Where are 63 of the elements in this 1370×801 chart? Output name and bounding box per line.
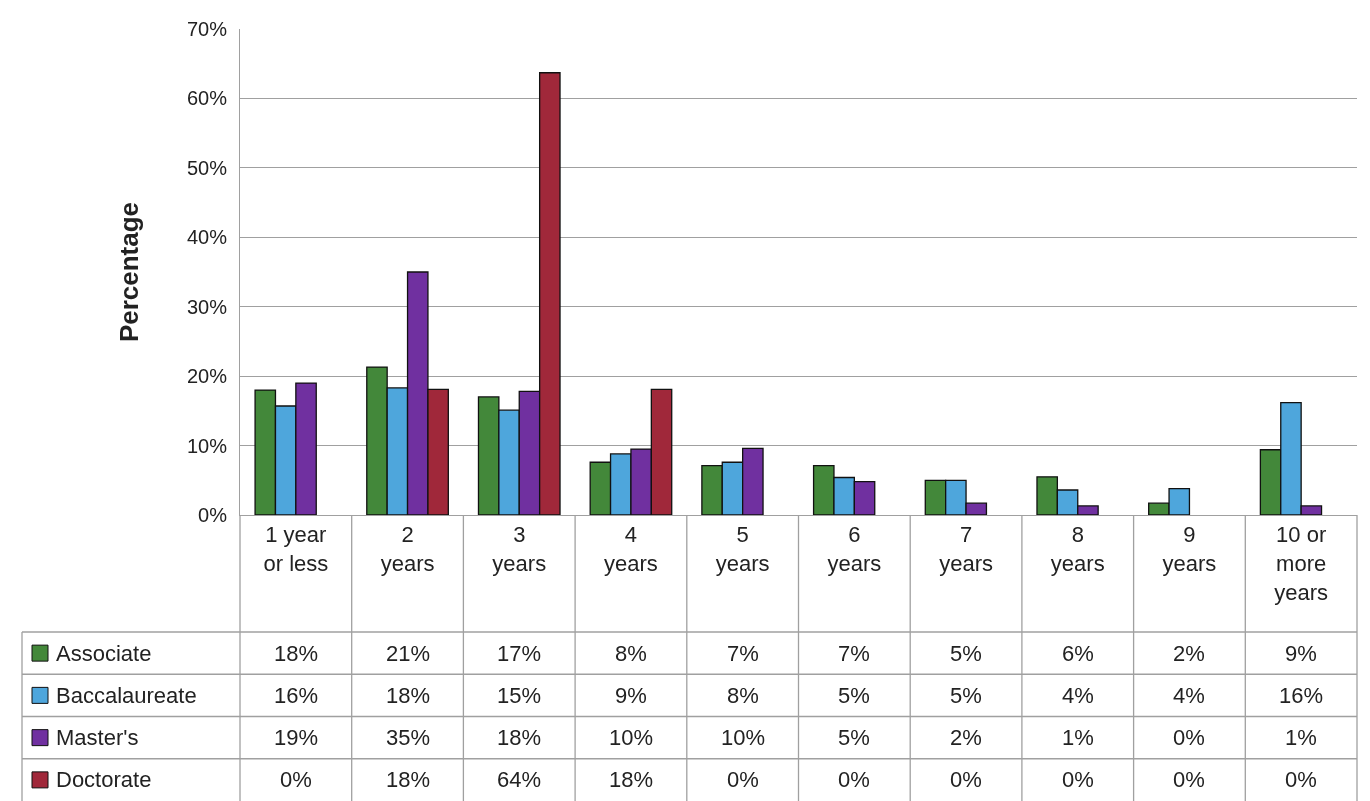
- x-tick-label: 9 years: [1162, 522, 1217, 576]
- x-tick-label: 5 years: [715, 522, 770, 576]
- y-tick-label: 30%: [186, 295, 228, 318]
- data-label: 19%: [274, 725, 319, 750]
- data-label: 7%: [727, 641, 759, 666]
- data-label: 5%: [838, 725, 870, 750]
- data-label: 16%: [1279, 683, 1324, 708]
- x-tick-label: 7 years: [939, 522, 993, 576]
- data-label: 7%: [838, 641, 870, 666]
- data-label: 1%: [1062, 725, 1094, 750]
- data-label: 8%: [727, 683, 759, 708]
- data-label: 10%: [721, 725, 766, 750]
- y-axis-title: Percentage: [114, 201, 145, 343]
- y-tick-label: 70%: [186, 18, 228, 40]
- data-label: 2%: [1173, 641, 1205, 666]
- data-label: 1%: [1285, 725, 1317, 750]
- data-label: 0%: [1285, 767, 1317, 792]
- data-label: 0%: [950, 767, 982, 792]
- data-label: 17%: [497, 641, 542, 666]
- y-tick-label: 50%: [186, 156, 228, 179]
- data-label: 0%: [1062, 767, 1094, 792]
- data-label: 18%: [609, 767, 654, 792]
- data-label: 0%: [1173, 767, 1205, 792]
- data-label: 16%: [274, 683, 319, 708]
- data-label: 18%: [497, 725, 542, 750]
- data-label: 21%: [386, 641, 431, 666]
- data-label: 18%: [386, 767, 431, 792]
- x-tick-label: 10 or more years: [1274, 522, 1329, 605]
- data-label: 35%: [386, 725, 431, 750]
- data-label: 0%: [727, 767, 759, 792]
- data-label: 0%: [838, 767, 870, 792]
- legend-label: Doctorate: [56, 767, 152, 792]
- y-tick-label: 20%: [186, 365, 228, 388]
- legend-label: Master's: [56, 725, 139, 750]
- data-label: 0%: [280, 767, 312, 792]
- data-label: 9%: [1285, 641, 1317, 666]
- data-label: 18%: [386, 683, 431, 708]
- data-label: 5%: [950, 641, 982, 666]
- data-label: 6%: [1062, 641, 1094, 666]
- data-label: 10%: [609, 725, 654, 750]
- y-tick-label: 10%: [186, 434, 228, 457]
- x-tick-label: 1 year or less: [263, 522, 329, 576]
- data-label: 9%: [615, 683, 647, 708]
- y-tick-label: 60%: [186, 87, 228, 110]
- data-label: 64%: [497, 767, 542, 792]
- data-label: 15%: [497, 683, 542, 708]
- data-label: 8%: [615, 641, 647, 666]
- data-label: 18%: [274, 641, 319, 666]
- data-label: 0%: [1173, 725, 1205, 750]
- data-label: 5%: [950, 683, 982, 708]
- x-tick-label: 4 years: [604, 522, 658, 576]
- x-tick-label: 2 years: [380, 522, 435, 576]
- data-label: 5%: [838, 683, 870, 708]
- legend-label: Associate: [56, 641, 152, 666]
- x-tick-label: 3 years: [492, 522, 547, 576]
- x-tick-label: 6 years: [827, 522, 882, 576]
- data-label: 4%: [1062, 683, 1094, 708]
- y-tick-label: 40%: [186, 226, 228, 249]
- y-tick-label: 0%: [198, 504, 228, 526]
- data-label: 2%: [950, 725, 982, 750]
- x-tick-label: 8 years: [1050, 522, 1105, 576]
- data-label: 4%: [1173, 683, 1205, 708]
- legend-label: Baccalaureate: [56, 683, 197, 708]
